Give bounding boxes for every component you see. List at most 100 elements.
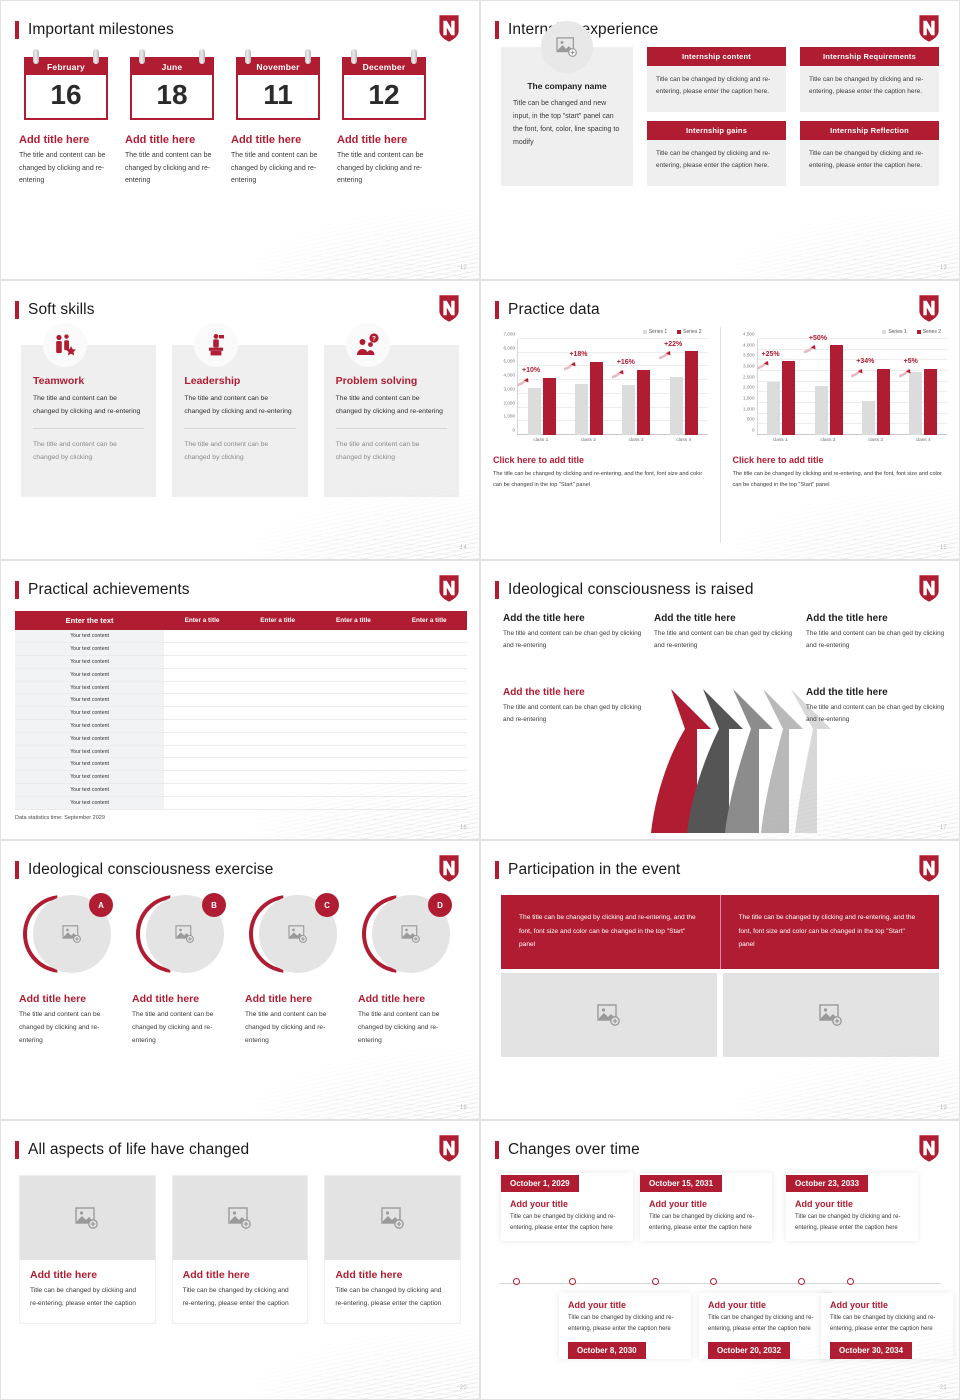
circle-card[interactable]: D Add title here The title and content c… bbox=[358, 893, 461, 1048]
circle-card[interactable]: C Add title here The title and content c… bbox=[245, 893, 348, 1048]
table-cell[interactable]: Your text content bbox=[15, 796, 165, 810]
soft-skill-card[interactable]: Teamwork The title and content can be ch… bbox=[21, 323, 157, 497]
soft-skill-card[interactable]: ? Problem solving The title and content … bbox=[323, 323, 459, 497]
table-cell[interactable]: Your text content bbox=[15, 642, 165, 657]
table-cell[interactable]: Your text content bbox=[15, 693, 165, 708]
table-cell[interactable]: Your text content bbox=[15, 681, 165, 695]
company-panel[interactable]: The company name Title can be changed an… bbox=[501, 21, 633, 186]
table-cell[interactable] bbox=[239, 757, 316, 772]
table-cell[interactable] bbox=[239, 681, 316, 695]
image-placeholder-icon[interactable] bbox=[325, 1176, 461, 1260]
soft-skill-card[interactable]: Leadership The title and content can be … bbox=[172, 323, 308, 497]
table-cell[interactable] bbox=[239, 668, 316, 682]
table-cell[interactable] bbox=[391, 745, 467, 759]
table-cell[interactable] bbox=[164, 681, 240, 695]
table-cell[interactable] bbox=[315, 706, 392, 721]
table-cell[interactable] bbox=[391, 655, 467, 669]
table-cell[interactable] bbox=[239, 630, 316, 644]
table-cell[interactable] bbox=[164, 783, 240, 797]
table-cell[interactable]: Your text content bbox=[15, 770, 165, 785]
table-cell[interactable] bbox=[315, 770, 392, 785]
table-row[interactable]: Your text content bbox=[15, 706, 467, 721]
table-cell[interactable] bbox=[391, 770, 467, 785]
ideology-block[interactable]: Add the title here The title and content… bbox=[806, 687, 956, 727]
table-cell[interactable]: Your text content bbox=[15, 719, 165, 733]
table-cell[interactable] bbox=[239, 655, 316, 669]
table-cell[interactable] bbox=[391, 668, 467, 682]
table-cell[interactable] bbox=[391, 693, 467, 708]
milestone-item[interactable]: June 18 Add title here The title and con… bbox=[125, 47, 219, 187]
table-cell[interactable] bbox=[164, 719, 240, 733]
table-cell[interactable] bbox=[239, 770, 316, 785]
internship-card[interactable]: Internship content Title can be changed … bbox=[647, 47, 786, 112]
table-row[interactable]: Your text content bbox=[15, 770, 467, 785]
table-cell[interactable] bbox=[315, 693, 392, 708]
table-cell[interactable]: Your text content bbox=[15, 655, 165, 669]
table-cell[interactable]: Your text content bbox=[15, 745, 165, 759]
image-placeholder-icon[interactable] bbox=[172, 1176, 308, 1260]
table-cell[interactable] bbox=[315, 796, 392, 810]
table-cell[interactable] bbox=[315, 757, 392, 772]
ideology-block[interactable]: Add the title here The title and content… bbox=[503, 613, 653, 653]
table-cell[interactable] bbox=[391, 681, 467, 695]
table-cell[interactable] bbox=[315, 783, 392, 797]
event-text[interactable]: The title can be changed by clicking and… bbox=[738, 914, 916, 949]
milestone-item[interactable]: February 16 Add title here The title and… bbox=[19, 47, 113, 187]
internship-card[interactable]: Internship Requirements Title can be cha… bbox=[800, 47, 939, 112]
circle-card[interactable]: A Add title here The title and content c… bbox=[19, 893, 122, 1048]
table-cell[interactable] bbox=[239, 693, 316, 708]
table-row[interactable]: Your text content bbox=[15, 796, 467, 810]
image-placeholder-icon[interactable] bbox=[372, 895, 450, 973]
table-cell[interactable] bbox=[391, 706, 467, 721]
table-cell[interactable] bbox=[315, 745, 392, 759]
event-text[interactable]: The title can be changed by clicking and… bbox=[501, 895, 721, 969]
photo-card[interactable]: Add title here Title can be changed by c… bbox=[171, 1175, 309, 1324]
image-placeholder-icon[interactable] bbox=[723, 973, 939, 1057]
table-row[interactable]: Your text content bbox=[15, 719, 467, 733]
milestone-item[interactable]: December 12 Add title here The title and… bbox=[337, 47, 431, 187]
table-cell[interactable] bbox=[391, 732, 467, 746]
table-row[interactable]: Your text content bbox=[15, 642, 467, 657]
table-cell[interactable] bbox=[164, 630, 240, 644]
image-placeholder-icon[interactable] bbox=[501, 973, 717, 1057]
photo-card[interactable]: Add title here Title can be changed by c… bbox=[19, 1175, 156, 1324]
photo-card[interactable]: Add title here Title can be changed by c… bbox=[324, 1175, 462, 1324]
milestone-item[interactable]: November 11 Add title here The title and… bbox=[231, 47, 325, 187]
table-row[interactable]: Your text content bbox=[15, 783, 467, 797]
table-cell[interactable]: Your text content bbox=[15, 732, 165, 746]
table-cell[interactable] bbox=[164, 796, 240, 810]
table-cell[interactable] bbox=[164, 706, 240, 721]
timeline-event-bottom[interactable]: Add your title Title can be changed by c… bbox=[559, 1293, 691, 1359]
internship-card[interactable]: Internship Reflection Title can be chang… bbox=[800, 121, 939, 186]
table-cell[interactable] bbox=[391, 630, 467, 644]
table-cell[interactable]: Your text content bbox=[15, 630, 165, 644]
table-cell[interactable] bbox=[164, 642, 240, 657]
table-cell[interactable]: Your text content bbox=[15, 706, 165, 721]
table-cell[interactable] bbox=[164, 655, 240, 669]
timeline-event-bottom[interactable]: Add your title Title can be changed by c… bbox=[821, 1293, 953, 1359]
table-cell[interactable] bbox=[391, 719, 467, 733]
table-cell[interactable]: Your text content bbox=[15, 757, 165, 772]
table-cell[interactable]: Your text content bbox=[15, 783, 165, 797]
achievements-table[interactable]: Enter the text Enter a title Enter a title… bbox=[15, 611, 467, 810]
image-placeholder-icon[interactable] bbox=[541, 21, 593, 73]
table-cell[interactable] bbox=[239, 783, 316, 797]
timeline-event-top[interactable]: October 1, 2029 Add your title Title can… bbox=[501, 1173, 633, 1241]
table-cell[interactable] bbox=[164, 770, 240, 785]
table-cell[interactable] bbox=[239, 745, 316, 759]
table-row[interactable]: Your text content bbox=[15, 681, 467, 695]
ideology-block[interactable]: Add the title here The title and content… bbox=[806, 613, 956, 653]
table-row[interactable]: Your text content bbox=[15, 693, 467, 708]
table-cell[interactable] bbox=[315, 655, 392, 669]
circle-card[interactable]: B Add title here The title and content c… bbox=[132, 893, 235, 1048]
table-row[interactable]: Your text content bbox=[15, 732, 467, 746]
table-cell[interactable]: Your text content bbox=[15, 668, 165, 682]
table-cell[interactable] bbox=[315, 630, 392, 644]
table-cell[interactable] bbox=[391, 796, 467, 810]
timeline-event-top[interactable]: October 15, 2031 Add your title Title ca… bbox=[640, 1173, 772, 1241]
image-placeholder-icon[interactable] bbox=[20, 1176, 155, 1260]
internship-card[interactable]: Internship gains Title can be changed by… bbox=[647, 121, 786, 186]
table-cell[interactable] bbox=[239, 719, 316, 733]
table-cell[interactable] bbox=[315, 681, 392, 695]
table-cell[interactable] bbox=[239, 796, 316, 810]
